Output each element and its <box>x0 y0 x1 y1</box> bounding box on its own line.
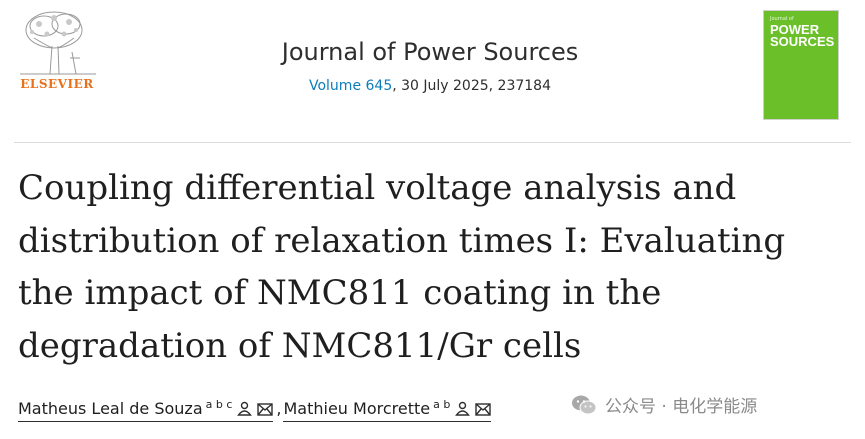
watermark: 公众号 · 电化学能源 <box>571 392 757 417</box>
publisher-name: ELSEVIER <box>20 77 94 91</box>
author-name: Matheus Leal de Souza <box>18 399 203 418</box>
author-list: Matheus Leal de Souza a b c, Mathieu Morcr… <box>18 398 492 422</box>
title-line: degradation of NMC811/Gr cells <box>18 326 582 367</box>
tree-icon <box>20 11 96 75</box>
author-link[interactable]: Mathieu Morcrette a b <box>283 398 492 422</box>
author-link[interactable]: Matheus Leal de Souza a b c <box>18 398 274 422</box>
cover-subtitle: Journal of <box>770 16 794 22</box>
author-affiliations: a b <box>433 398 451 411</box>
watermark-text: 公众号 · 电化学能源 <box>605 397 758 417</box>
header-divider <box>14 142 851 143</box>
title-line: distribution of relaxation times I: Eval… <box>18 220 786 261</box>
cover-title: POWER SOURCES <box>770 22 835 49</box>
email-icon[interactable] <box>475 401 492 420</box>
citation: Volume 645, 30 July 2025, 237184 <box>230 78 630 94</box>
article-title: Coupling differential voltage analysis a… <box>18 162 858 373</box>
citation-details: , 30 July 2025, 237184 <box>392 78 551 94</box>
wechat-icon <box>572 395 597 414</box>
person-icon <box>455 401 471 420</box>
email-icon[interactable] <box>257 401 274 420</box>
author-separator: , <box>276 399 282 418</box>
journal-cover[interactable]: Journal of POWER SOURCES <box>763 10 839 120</box>
volume-link[interactable]: Volume 645 <box>308 78 393 94</box>
author-affiliations: a b c <box>205 398 233 411</box>
title-line: the impact of NMC811 coating in the <box>18 273 662 314</box>
author-name: Mathieu Morcrette <box>283 399 431 418</box>
journal-title[interactable]: Journal of Power Sources <box>281 38 579 66</box>
title-line: Coupling differential voltage analysis a… <box>18 168 737 208</box>
elsevier-logo[interactable] <box>14 8 102 98</box>
person-icon <box>237 401 253 420</box>
